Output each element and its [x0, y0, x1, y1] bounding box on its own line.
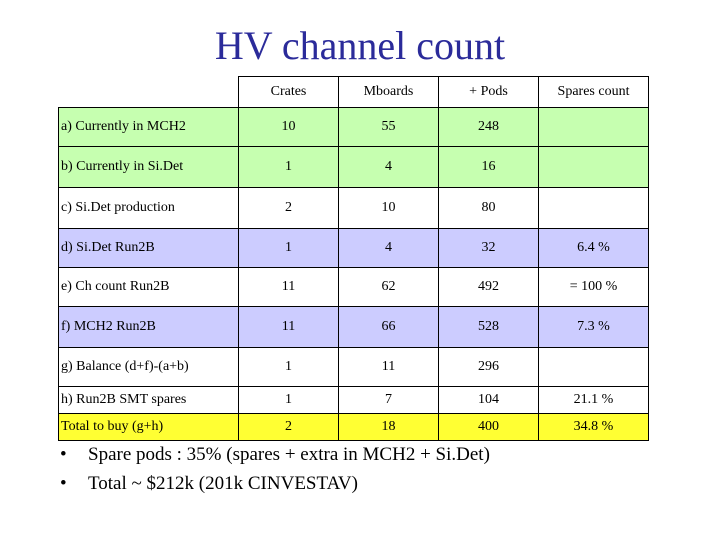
- bullet-item: • Total ~ $212k (201k CINVESTAV): [60, 469, 490, 498]
- row-label: Total to buy (g+h): [58, 413, 239, 441]
- pods-cell: 492: [438, 267, 539, 307]
- spares-cell: 34.8 %: [538, 413, 649, 441]
- bullet-dot-icon: •: [60, 444, 67, 465]
- spares-cell: [538, 187, 649, 229]
- mboards-cell: 18: [338, 413, 439, 441]
- row-label: g) Balance (d+f)-(a+b): [58, 347, 239, 387]
- mboards-cell: 10: [338, 187, 439, 229]
- row-label: h) Run2B SMT spares: [58, 386, 239, 414]
- table-row: a) Currently in MCH2 10 55 248: [58, 107, 649, 147]
- pods-cell: 80: [438, 187, 539, 229]
- pods-cell: 16: [438, 146, 539, 188]
- pods-cell: 400: [438, 413, 539, 441]
- header-crates: Crates: [238, 76, 339, 108]
- table-row: h) Run2B SMT spares 1 7 104 21.1 %: [58, 386, 649, 414]
- spares-cell: 7.3 %: [538, 306, 649, 348]
- mboards-cell: 62: [338, 267, 439, 307]
- crates-cell: 1: [238, 146, 339, 188]
- bullet-text: Total ~ $212k (201k CINVESTAV): [88, 473, 358, 494]
- row-label: c) Si.Det production: [58, 187, 239, 229]
- header-mboards: Mboards: [338, 76, 439, 108]
- pods-cell: 528: [438, 306, 539, 348]
- spares-cell: 21.1 %: [538, 386, 649, 414]
- mboards-cell: 4: [338, 228, 439, 268]
- mboards-cell: 66: [338, 306, 439, 348]
- mboards-cell: 4: [338, 146, 439, 188]
- spares-cell: = 100 %: [538, 267, 649, 307]
- crates-cell: 2: [238, 413, 339, 441]
- row-label: d) Si.Det Run2B: [58, 228, 239, 268]
- table-row: f) MCH2 Run2B 11 66 528 7.3 %: [58, 306, 649, 348]
- spares-cell: [538, 146, 649, 188]
- header-blank: [58, 76, 239, 108]
- bullet-dot-icon: •: [60, 473, 67, 494]
- mboards-cell: 11: [338, 347, 439, 387]
- pods-cell: 32: [438, 228, 539, 268]
- crates-cell: 11: [238, 306, 339, 348]
- header-pods: + Pods: [438, 76, 539, 108]
- spares-cell: [538, 347, 649, 387]
- row-label: a) Currently in MCH2: [58, 107, 239, 147]
- table-row: d) Si.Det Run2B 1 4 32 6.4 %: [58, 228, 649, 268]
- bullet-item: • Spare pods : 35% (spares + extra in MC…: [60, 440, 490, 469]
- pods-cell: 104: [438, 386, 539, 414]
- table-row: b) Currently in Si.Det 1 4 16: [58, 146, 649, 188]
- crates-cell: 10: [238, 107, 339, 147]
- mboards-cell: 55: [338, 107, 439, 147]
- row-label: f) MCH2 Run2B: [58, 306, 239, 348]
- header-spares-count: Spares count: [538, 76, 649, 108]
- row-label: b) Currently in Si.Det: [58, 146, 239, 188]
- table-row: c) Si.Det production 2 10 80: [58, 187, 649, 229]
- spares-cell: [538, 107, 649, 147]
- crates-cell: 1: [238, 347, 339, 387]
- hv-channel-table: Crates Mboards + Pods Spares count a) Cu…: [58, 76, 649, 441]
- page-title: HV channel count: [214, 23, 506, 68]
- crates-cell: 1: [238, 228, 339, 268]
- pods-cell: 296: [438, 347, 539, 387]
- crates-cell: 1: [238, 386, 339, 414]
- row-label: e) Ch count Run2B: [58, 267, 239, 307]
- pods-cell: 248: [438, 107, 539, 147]
- table-row: e) Ch count Run2B 11 62 492 = 100 %: [58, 267, 649, 307]
- table-header-row: Crates Mboards + Pods Spares count: [58, 76, 649, 108]
- bullet-list: • Spare pods : 35% (spares + extra in MC…: [60, 440, 490, 498]
- mboards-cell: 7: [338, 386, 439, 414]
- table-row-total: Total to buy (g+h) 2 18 400 34.8 %: [58, 413, 649, 441]
- spares-cell: 6.4 %: [538, 228, 649, 268]
- bullet-text: Spare pods : 35% (spares + extra in MCH2…: [88, 444, 490, 465]
- crates-cell: 11: [238, 267, 339, 307]
- table-row: g) Balance (d+f)-(a+b) 1 11 296: [58, 347, 649, 387]
- crates-cell: 2: [238, 187, 339, 229]
